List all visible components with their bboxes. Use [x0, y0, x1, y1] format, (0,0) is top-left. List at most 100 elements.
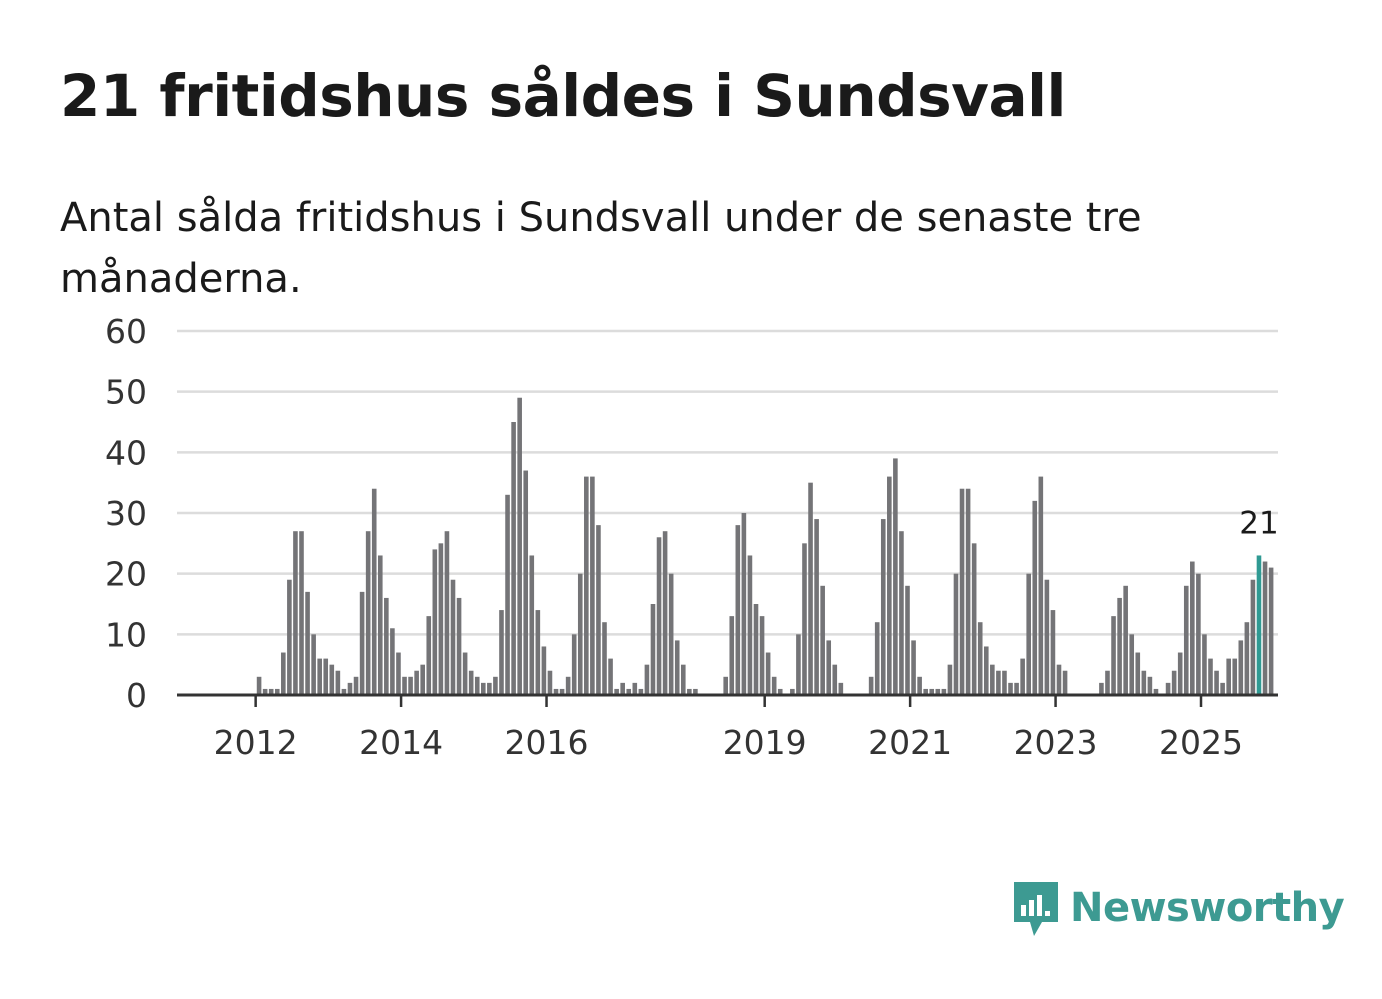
chart-subtitle: Antal sålda fritidshus i Sundsvall under…	[60, 195, 1142, 302]
bar	[1038, 476, 1044, 695]
bar	[1153, 688, 1159, 695]
bar	[911, 640, 916, 695]
bar	[990, 664, 995, 695]
bar	[596, 525, 601, 695]
bar	[1111, 616, 1116, 695]
highlight-value-label: 21	[1239, 505, 1278, 541]
bar	[602, 622, 607, 695]
bar	[474, 676, 480, 695]
bar	[511, 422, 516, 695]
bar	[1026, 573, 1031, 695]
bar	[420, 664, 425, 695]
bar	[1014, 682, 1019, 695]
bar	[814, 519, 819, 695]
bar	[959, 488, 965, 695]
bar	[644, 664, 650, 695]
bar	[565, 676, 571, 695]
x-tick-label: 2012	[214, 723, 298, 762]
bar-highlight	[1256, 555, 1262, 695]
bar	[838, 682, 844, 695]
bar	[923, 688, 928, 695]
bar	[462, 652, 468, 695]
bar	[935, 688, 941, 695]
bar	[820, 585, 825, 695]
bar	[983, 646, 989, 695]
bar	[1183, 585, 1189, 695]
bar	[317, 658, 322, 695]
bar	[1062, 670, 1068, 695]
x-tick-label: 2016	[505, 723, 589, 762]
bar	[965, 488, 971, 695]
bar	[1147, 676, 1153, 695]
bar	[1220, 682, 1225, 695]
bar	[256, 676, 262, 695]
bar	[753, 604, 759, 695]
x-tick-label: 2014	[359, 723, 443, 762]
bar	[438, 543, 444, 695]
bar	[747, 555, 753, 695]
x-tick-label: 2021	[868, 723, 952, 762]
bar	[293, 531, 298, 695]
bar	[790, 688, 795, 695]
bar	[1105, 670, 1110, 695]
bar	[311, 634, 316, 695]
bar	[662, 531, 668, 695]
bar	[547, 670, 553, 695]
bar	[305, 591, 310, 695]
bar	[347, 682, 353, 695]
bar	[456, 597, 462, 695]
bar	[1196, 573, 1201, 695]
bar	[880, 519, 886, 695]
bar	[620, 682, 625, 695]
bar	[723, 676, 728, 695]
bar	[1050, 610, 1056, 695]
bar	[559, 688, 565, 695]
bar	[1002, 670, 1007, 695]
bar	[656, 537, 662, 695]
bar	[529, 555, 535, 695]
bar	[796, 634, 801, 695]
bar	[687, 688, 692, 695]
bar	[523, 470, 529, 695]
bar	[505, 494, 510, 695]
bar	[553, 688, 559, 695]
bar	[341, 688, 347, 695]
bar	[905, 585, 910, 695]
bar	[493, 676, 498, 695]
y-tick-label: 40	[105, 433, 147, 472]
x-tick-label: 2025	[1159, 723, 1243, 762]
bar	[759, 616, 765, 695]
bar	[917, 676, 922, 695]
bar	[941, 688, 947, 695]
bar	[893, 458, 898, 695]
bar	[535, 610, 541, 695]
bar	[323, 658, 329, 695]
bar	[1123, 585, 1128, 695]
bar	[396, 652, 401, 695]
bar	[1020, 658, 1025, 695]
bar	[402, 676, 407, 695]
bar	[614, 688, 619, 695]
bar	[1044, 579, 1050, 695]
bar	[426, 616, 432, 695]
bar	[729, 616, 735, 695]
bar	[868, 676, 874, 695]
bar	[668, 573, 674, 695]
newsworthy-logo: Newsworthy	[1010, 878, 1345, 938]
bar	[1232, 658, 1238, 695]
bar	[408, 676, 413, 695]
x-tick-label: 2019	[723, 723, 807, 762]
bar	[468, 670, 474, 695]
bar	[414, 670, 419, 695]
bar	[481, 682, 486, 695]
bar	[1056, 664, 1062, 695]
bar	[632, 682, 638, 695]
brand-name: Newsworthy	[1070, 885, 1345, 931]
bar	[626, 688, 632, 695]
bar	[499, 610, 504, 695]
bar	[287, 579, 292, 695]
bar	[262, 688, 268, 695]
bar	[650, 604, 656, 695]
y-tick-label: 20	[105, 555, 147, 594]
bar	[1135, 652, 1141, 695]
